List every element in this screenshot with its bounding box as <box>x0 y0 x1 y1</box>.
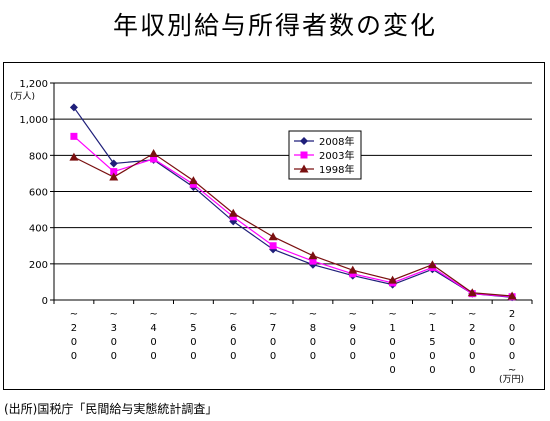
x-tick-label: 0 <box>310 337 316 348</box>
data-point-square <box>150 155 158 163</box>
data-point-triangle <box>149 149 159 158</box>
line-chart: 02004006008001,0001,200(万人)~200~300~400~… <box>10 79 533 385</box>
data-point-square <box>229 213 237 221</box>
x-tick-label: 0 <box>190 337 196 348</box>
x-tick-label: 0 <box>270 351 276 362</box>
legend-label: 2008年 <box>319 135 354 148</box>
data-point-triangle <box>268 232 278 241</box>
x-tick-label: 0 <box>389 365 395 376</box>
data-point-diamond <box>109 159 118 168</box>
y-tick-label: 1,000 <box>19 115 48 126</box>
y-tick-label: 600 <box>29 188 48 199</box>
x-tick-label: ~ <box>468 309 476 320</box>
x-tick-label: 0 <box>270 337 276 348</box>
x-tick-label: 0 <box>509 351 515 362</box>
x-tick-label: 1 <box>389 323 395 334</box>
series-line-1 <box>73 135 513 298</box>
y-tick-label: 1,200 <box>19 79 48 90</box>
y-tick-label: 200 <box>29 260 48 271</box>
x-tick-label: 3 <box>111 323 117 334</box>
x-tick-label: 0 <box>190 351 196 362</box>
x-tick-label: 0 <box>350 337 356 348</box>
x-tick-label: ~ <box>189 309 197 320</box>
x-tick-label: 5 <box>190 323 196 334</box>
x-tick-label: 0 <box>389 337 395 348</box>
data-point-triangle <box>467 288 477 297</box>
x-tick-label: ~ <box>349 309 357 320</box>
data-point-triangle <box>348 265 358 274</box>
data-point-square <box>70 132 78 140</box>
x-tick-label: 5 <box>429 337 435 348</box>
x-tick-label: 9 <box>350 323 356 334</box>
x-tick-label: 7 <box>270 323 276 334</box>
x-tick-label: 0 <box>389 351 395 362</box>
y-tick-label: 800 <box>29 151 48 162</box>
x-tick-label: 4 <box>150 323 156 334</box>
data-point-square <box>300 151 308 159</box>
x-tick-label: ~ <box>269 309 277 320</box>
x-tick-label: 0 <box>509 337 515 348</box>
data-point-triangle <box>299 164 309 173</box>
x-tick-label: 0 <box>429 351 435 362</box>
x-tick-label: ~ <box>508 365 516 376</box>
x-tick-label: ~ <box>149 309 157 320</box>
x-tick-label: ~ <box>229 309 237 320</box>
data-point-diamond <box>69 103 78 112</box>
x-tick-label: 8 <box>310 323 316 334</box>
x-tick-label: 0 <box>111 351 117 362</box>
data-point-square <box>349 270 357 278</box>
x-tick-label: ~ <box>309 309 317 320</box>
data-point-square <box>269 242 277 250</box>
x-tick-label: 0 <box>230 351 236 362</box>
x-tick-label: 2 <box>71 323 77 334</box>
page-title: 年収別給与所得者数の変化 <box>112 11 437 40</box>
series-line-2 <box>73 152 513 297</box>
legend-label: 1998年 <box>319 163 354 176</box>
x-tick-label: 1 <box>429 323 435 334</box>
data-point-triangle <box>69 152 79 161</box>
x-tick-label: 0 <box>509 323 515 334</box>
x-tick-label: 0 <box>310 351 316 362</box>
y-tick-label: 400 <box>29 224 48 235</box>
x-tick-label: ~ <box>428 309 436 320</box>
data-point-diamond <box>300 137 308 145</box>
data-point-triangle <box>109 172 119 181</box>
x-tick-label: ~ <box>70 309 78 320</box>
x-tick-label: 2 <box>469 323 475 334</box>
x-tick-label: ~ <box>110 309 118 320</box>
data-point-triangle <box>308 251 318 260</box>
x-tick-label: 0 <box>350 351 356 362</box>
x-tick-label: 0 <box>71 337 77 348</box>
y-tick-label: 0 <box>42 296 48 307</box>
data-point-triangle <box>388 275 398 284</box>
x-tick-label: 0 <box>469 351 475 362</box>
source-note: (出所)国税庁「民間給与実態統計調査」 <box>4 402 218 416</box>
x-tick-label: 0 <box>111 337 117 348</box>
legend-label: 2003年 <box>319 149 354 162</box>
y-axis-label: (万人) <box>10 91 35 102</box>
data-point-triangle <box>188 176 198 185</box>
x-tick-label: 0 <box>150 351 156 362</box>
x-tick-label: 0 <box>230 337 236 348</box>
data-point-triangle <box>427 260 437 269</box>
x-tick-label: 0 <box>150 337 156 348</box>
data-point-triangle <box>228 208 238 217</box>
x-tick-label: 6 <box>230 323 236 334</box>
chart-frame: 0 200 400 600 800 1,000 1,200 (万人) ~2 0 0 ~3 0 0 ~4 0 0 ~… <box>3 62 545 390</box>
x-axis-label: (万円) <box>499 374 524 385</box>
data-point-diamond <box>308 260 317 269</box>
data-point-square <box>189 180 197 188</box>
data-point-square <box>110 168 118 176</box>
x-tick-label: 0 <box>469 337 475 348</box>
x-tick-label: 2 <box>509 309 515 320</box>
data-point-triangle <box>507 291 517 300</box>
x-tick-label: ~ <box>388 309 396 320</box>
x-tick-label: 0 <box>469 365 475 376</box>
data-point-square <box>309 257 317 265</box>
x-tick-label: 0 <box>429 365 435 376</box>
x-tick-label: 0 <box>71 351 77 362</box>
